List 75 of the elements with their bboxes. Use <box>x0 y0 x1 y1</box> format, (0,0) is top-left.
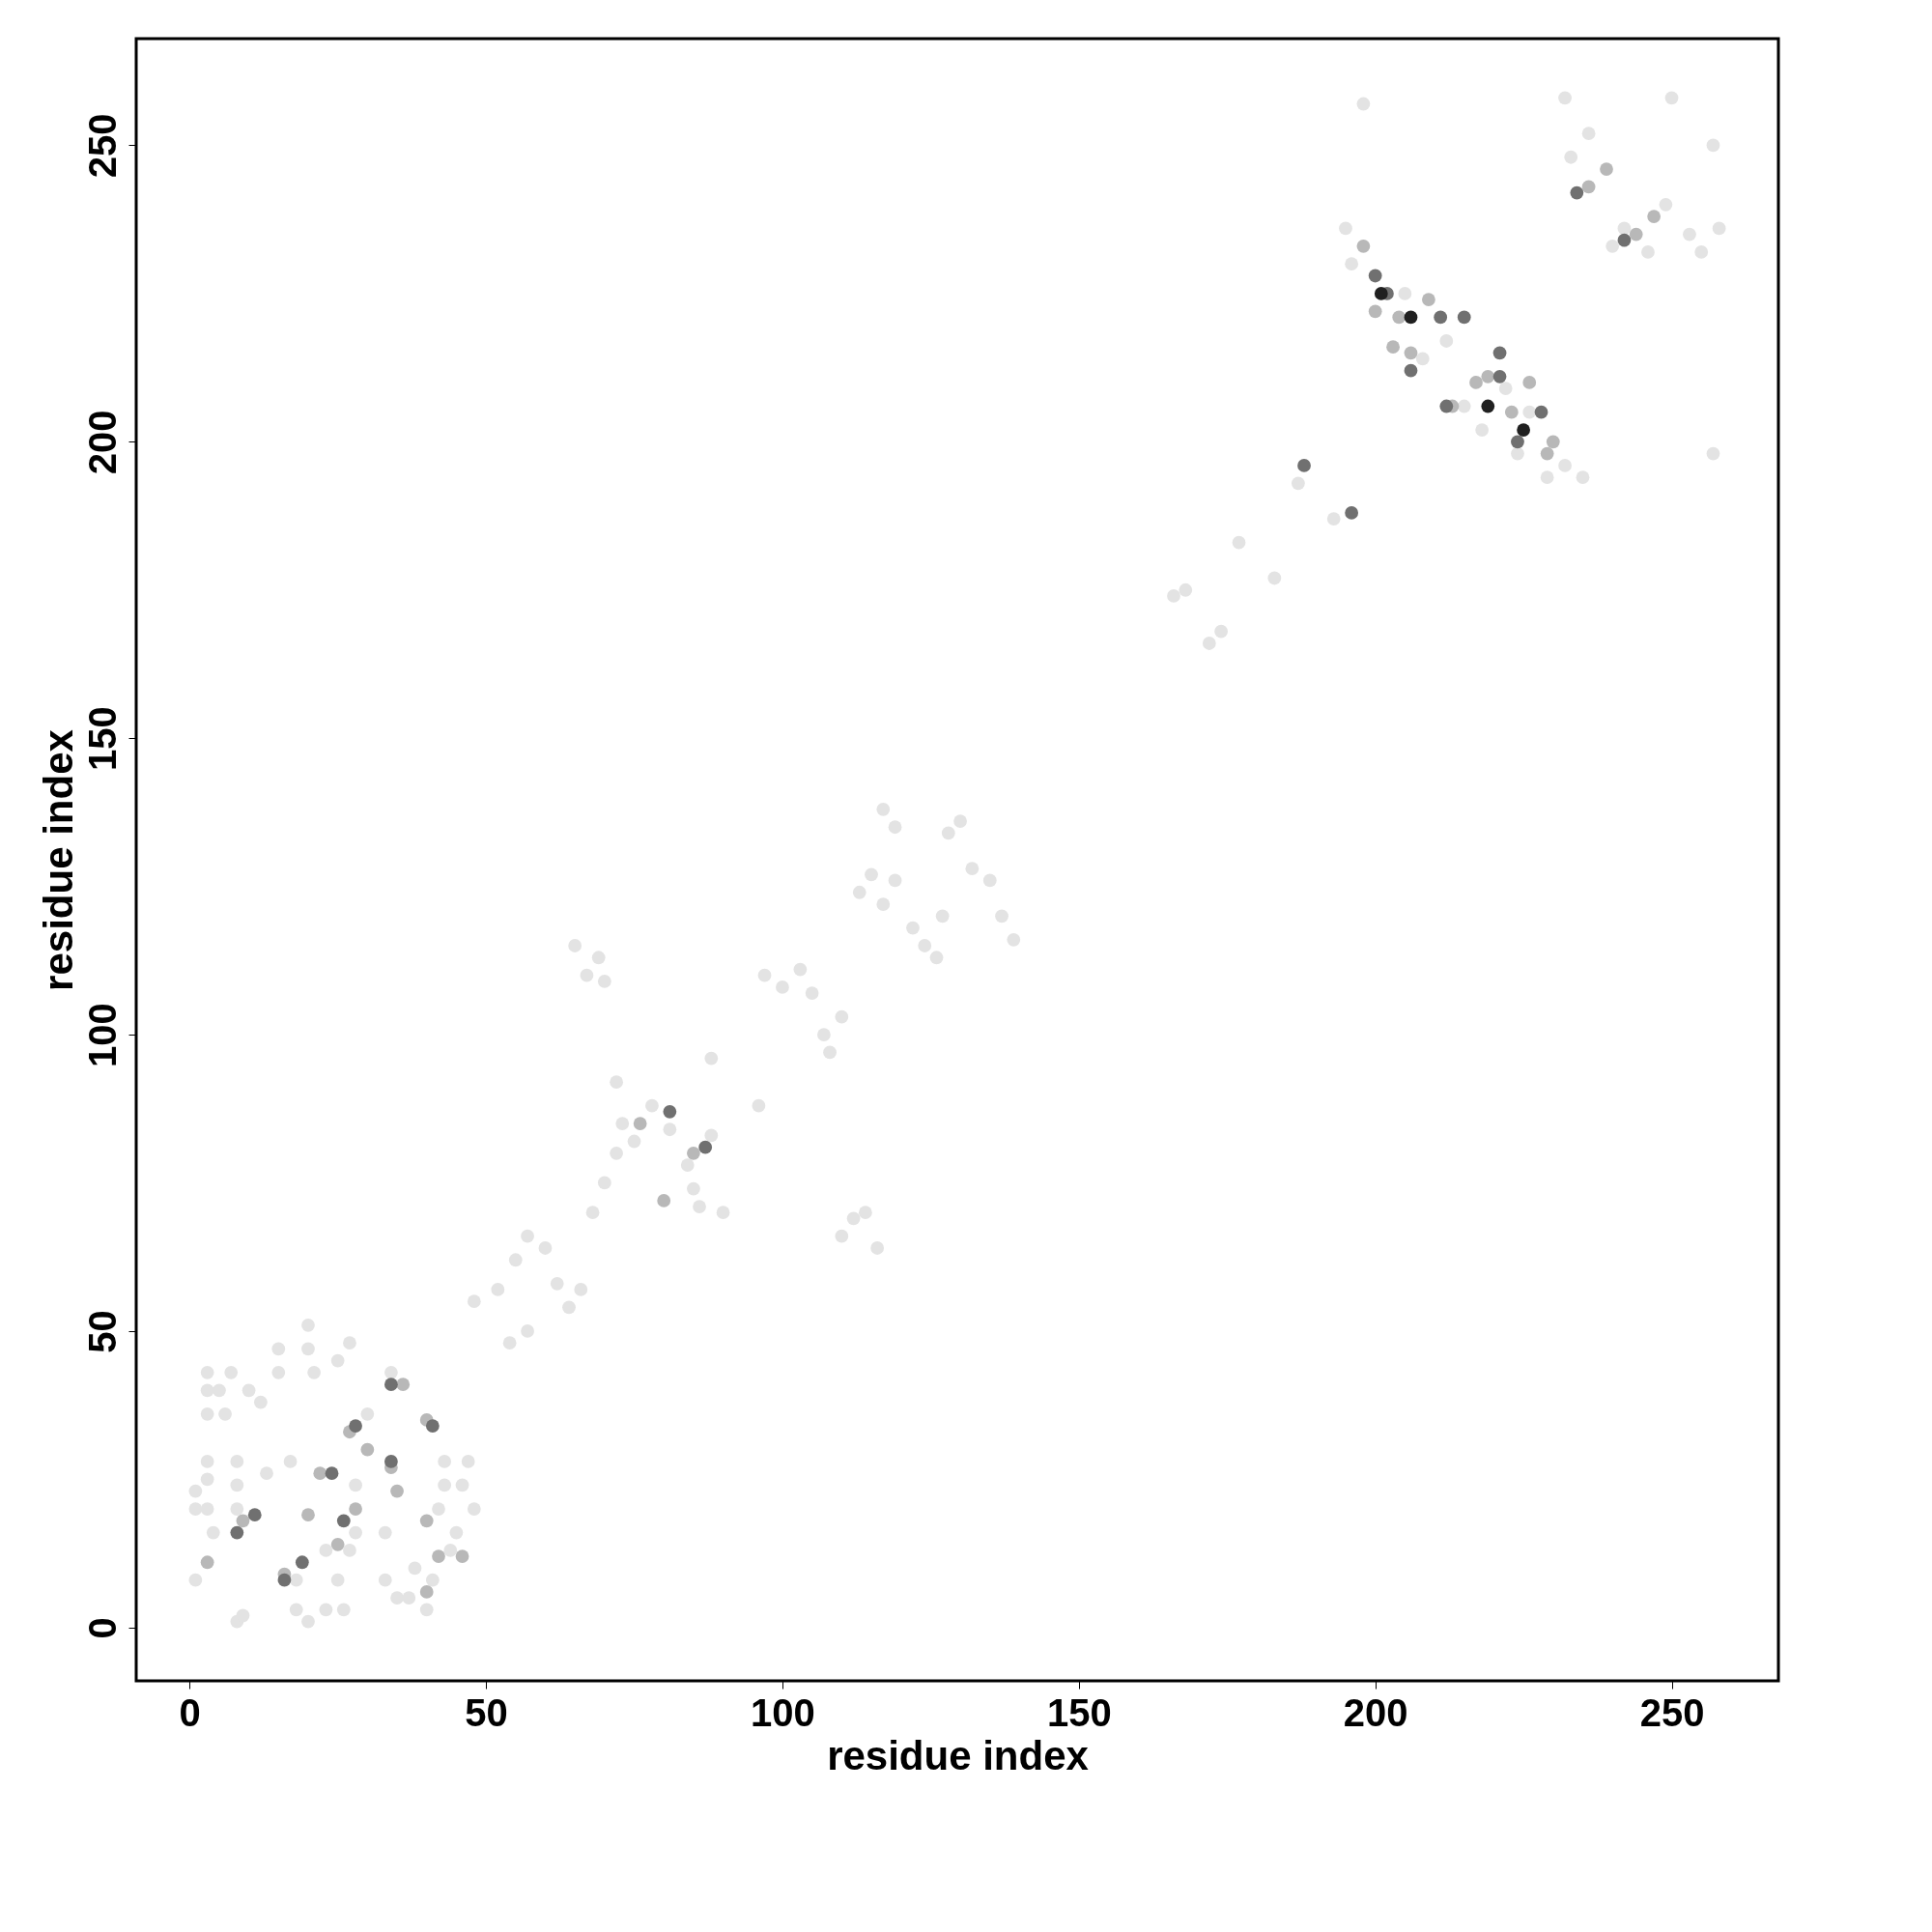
y-tick-label: 0 <box>80 1617 124 1639</box>
point <box>1647 210 1662 223</box>
point <box>1517 423 1530 437</box>
point <box>633 1117 647 1130</box>
y-tick-label: 50 <box>80 1310 124 1353</box>
point <box>419 1514 434 1528</box>
point <box>1368 304 1382 319</box>
y-tick-label: 150 <box>80 706 124 772</box>
point <box>1392 310 1406 325</box>
point <box>336 1514 351 1528</box>
point <box>230 1525 244 1540</box>
point <box>360 1442 375 1457</box>
point <box>1617 233 1632 247</box>
point <box>1374 287 1388 300</box>
point <box>1386 340 1400 355</box>
point <box>419 1585 434 1599</box>
point <box>425 1419 440 1433</box>
point <box>1434 310 1448 325</box>
point <box>1546 435 1560 449</box>
x-tick-label: 150 <box>1046 1690 1112 1734</box>
point <box>687 1146 700 1160</box>
point <box>349 1502 362 1516</box>
y-tick-label: 100 <box>80 1003 124 1067</box>
point <box>1345 506 1359 520</box>
x-tick-label: 100 <box>751 1690 815 1734</box>
point <box>1457 310 1471 325</box>
point <box>396 1378 411 1392</box>
point <box>236 1514 250 1528</box>
y-axis-title: residue index <box>35 728 81 991</box>
point <box>295 1555 309 1570</box>
point <box>325 1466 339 1481</box>
point <box>1356 239 1371 253</box>
point <box>1600 162 1613 176</box>
point <box>1469 376 1483 389</box>
point <box>432 1549 445 1563</box>
y-tick-label: 250 <box>80 113 124 179</box>
x-tick-label: 0 <box>179 1690 201 1734</box>
point <box>1492 346 1507 360</box>
point <box>1570 185 1584 200</box>
point <box>1540 446 1554 461</box>
point <box>1404 363 1418 378</box>
point <box>1492 369 1507 384</box>
x-tick-label: 200 <box>1343 1690 1408 1734</box>
point <box>1522 376 1537 389</box>
point <box>1481 369 1495 384</box>
point <box>330 1537 345 1551</box>
point <box>1581 180 1596 194</box>
point <box>657 1194 671 1208</box>
point <box>1368 269 1382 283</box>
point <box>384 1455 398 1468</box>
point <box>277 1573 292 1587</box>
x-tick-label: 250 <box>1639 1690 1705 1734</box>
y-tick-label: 200 <box>80 410 124 475</box>
point <box>663 1104 677 1119</box>
point <box>384 1378 398 1392</box>
point <box>455 1549 469 1563</box>
point <box>1481 399 1495 413</box>
point <box>390 1484 404 1498</box>
x-tick-label: 50 <box>465 1690 508 1734</box>
point <box>313 1466 327 1481</box>
point <box>1439 399 1454 413</box>
point <box>349 1419 362 1433</box>
point <box>698 1140 713 1154</box>
point <box>1534 405 1548 419</box>
point <box>1629 227 1643 242</box>
point <box>200 1555 214 1570</box>
point <box>1404 310 1418 325</box>
point <box>301 1508 315 1522</box>
point <box>1504 405 1519 419</box>
point <box>1404 346 1418 360</box>
point <box>1511 435 1524 449</box>
point <box>1297 459 1311 472</box>
point <box>1422 293 1435 306</box>
point <box>247 1508 262 1522</box>
x-axis-title: residue index <box>827 1732 1090 1778</box>
